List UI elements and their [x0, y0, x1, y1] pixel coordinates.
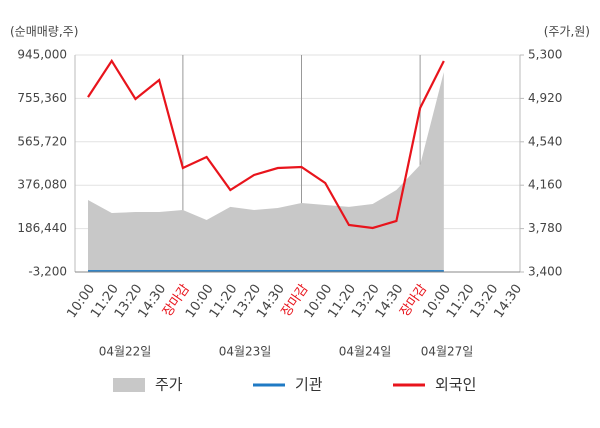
y2-tick-label: 5,300 [528, 48, 562, 62]
y-tick-label: 565,720 [17, 134, 67, 148]
y-tick-label: 376,080 [17, 178, 67, 192]
y2-tick-label: 3,780 [528, 221, 562, 235]
price-area [88, 72, 444, 272]
series-line [87, 58, 445, 230]
legend-label: 주가 [155, 376, 183, 394]
y2-tick-label: 4,160 [528, 178, 562, 192]
legend-label: 외국인 [435, 376, 476, 394]
y-tick-label: -3,200 [28, 265, 67, 279]
legend-label: 기관 [295, 376, 323, 394]
legend-swatch [113, 378, 145, 392]
y2-axis-label: (주가,원) [544, 25, 590, 39]
y-tick-label: 755,360 [17, 91, 67, 105]
y-axis-label: (순매매량,주) [10, 25, 78, 39]
date-label: 04월23일 [219, 345, 272, 359]
date-label: 04월27일 [421, 345, 474, 359]
y2-tick-label: 3,400 [528, 265, 562, 279]
y2-tick-label: 4,540 [528, 134, 562, 148]
y2-tick-label: 4,920 [528, 91, 562, 105]
y-tick-label: 945,000 [17, 48, 67, 62]
date-label: 04월24일 [339, 345, 392, 359]
date-label: 04월22일 [99, 345, 152, 359]
y-tick-label: 186,440 [17, 221, 67, 235]
